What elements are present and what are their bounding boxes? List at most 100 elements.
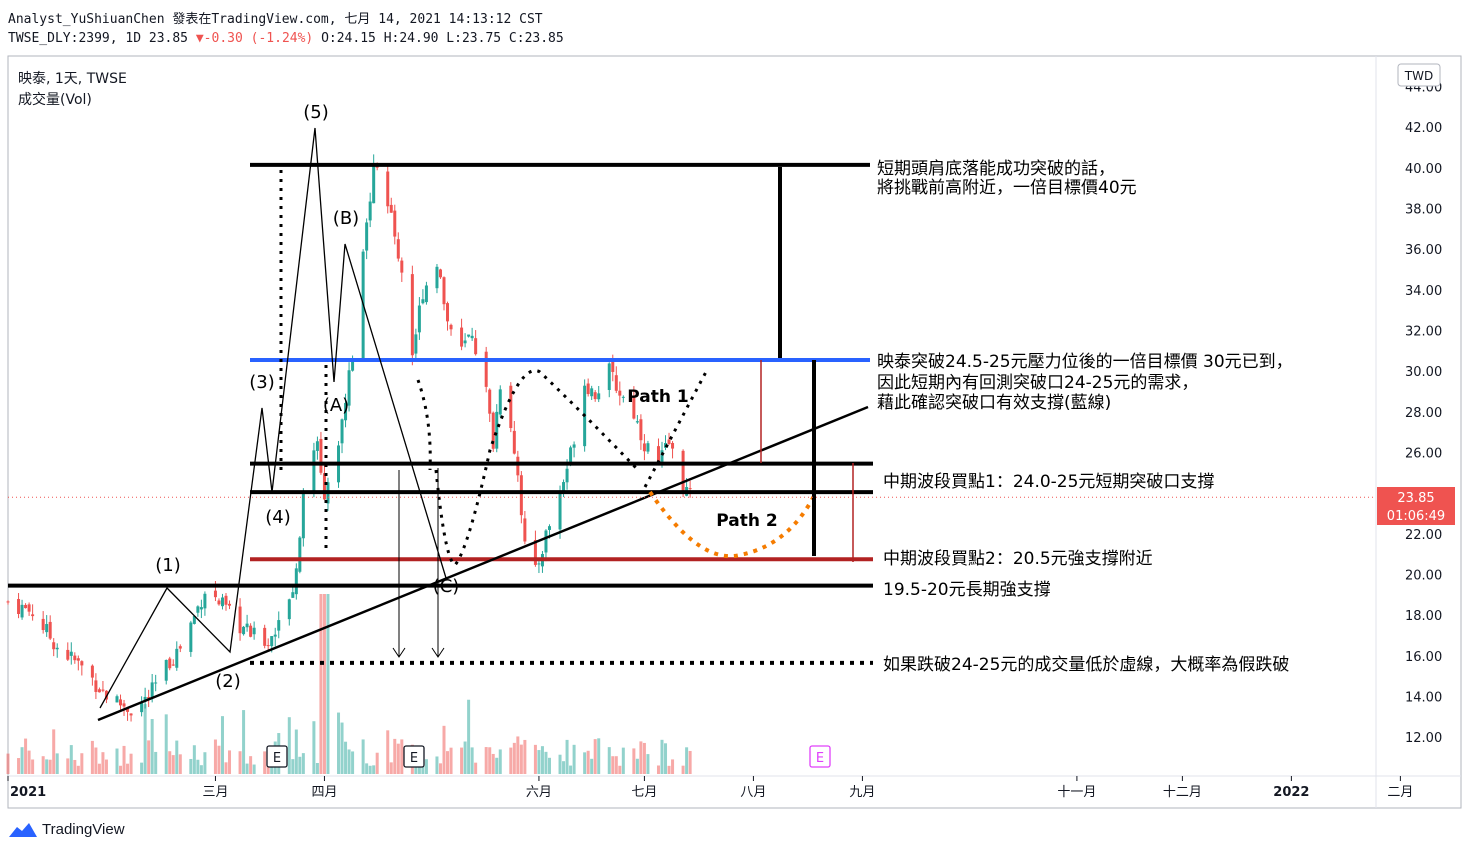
volume-bar xyxy=(424,759,428,774)
volume-bar xyxy=(671,759,675,774)
volume-bar xyxy=(192,745,196,774)
volume-bar xyxy=(69,745,73,774)
candle-body xyxy=(590,388,594,397)
candle-body xyxy=(178,646,182,649)
volume-bar xyxy=(126,763,130,774)
volume-bar xyxy=(140,762,144,774)
volume-bar xyxy=(372,765,376,774)
volume-bar xyxy=(586,750,590,774)
x-tick-label: 三月 xyxy=(202,785,228,800)
candle-body xyxy=(495,411,499,449)
last-price-badge xyxy=(1377,487,1455,525)
candle-body xyxy=(642,443,646,452)
volume-bar xyxy=(400,739,404,774)
volume-bar xyxy=(101,752,105,774)
volume-bar xyxy=(90,740,94,774)
volume-bar xyxy=(484,747,488,774)
candle-body xyxy=(52,642,56,650)
candle-body xyxy=(122,703,126,707)
candle-body xyxy=(565,468,569,483)
candle-body xyxy=(344,402,348,421)
volume-bar xyxy=(203,752,207,774)
candle-body xyxy=(322,473,326,500)
candle-body xyxy=(488,389,492,414)
publish-info: Analyst_YuShiuanChen 發表在TradingView.com,… xyxy=(8,12,543,27)
volume-bar xyxy=(178,754,182,774)
y-tick-label: 28.00 xyxy=(1405,406,1442,421)
volume-bar xyxy=(446,751,450,774)
candle-body xyxy=(126,707,130,712)
volume-bar xyxy=(442,725,446,774)
volume-bar xyxy=(263,751,267,774)
volume-bar xyxy=(491,753,495,774)
volume-bar xyxy=(597,738,601,774)
tradingview-brand[interactable]: TradingView xyxy=(8,820,125,838)
candle-body xyxy=(242,626,246,635)
candle-body xyxy=(143,696,147,702)
annotation-text: 19.5-20元長期強支撐 xyxy=(883,580,1051,600)
volume-bar xyxy=(656,765,660,774)
down-arrow-icon: ▼ xyxy=(195,31,204,46)
candle-body xyxy=(512,430,516,454)
y-tick-label: 38.00 xyxy=(1405,203,1442,218)
candle-body xyxy=(315,441,319,451)
volume-bar xyxy=(368,765,372,774)
wave-label: (1) xyxy=(155,555,181,576)
volume-bar xyxy=(347,749,351,774)
volume-bar xyxy=(583,752,587,774)
volume-bar xyxy=(150,719,154,774)
volume-bar xyxy=(224,762,228,774)
candle-body xyxy=(389,204,393,213)
candle-body xyxy=(586,383,590,395)
candle-body xyxy=(393,210,397,237)
volume-bar xyxy=(537,750,541,774)
volume-bar xyxy=(175,740,179,774)
candle-body xyxy=(41,618,45,631)
candle-body xyxy=(199,607,203,610)
x-tick-label: 二月 xyxy=(1387,785,1413,800)
y-tick-label: 30.00 xyxy=(1405,365,1442,380)
volume-bar xyxy=(386,730,390,774)
y-tick-label: 26.00 xyxy=(1405,447,1442,462)
volume-bar xyxy=(298,756,302,774)
candle-body xyxy=(213,590,217,598)
volume-bar xyxy=(55,753,59,774)
x-tick-label: 2021 xyxy=(10,785,46,800)
candle-body xyxy=(291,592,295,598)
candle-body xyxy=(572,444,576,448)
dotted-curve xyxy=(416,379,432,471)
candle-body xyxy=(171,664,175,666)
annotation-text: 中期波段買點1：24.0-25元短期突破口支撐 xyxy=(883,472,1214,492)
volume-bar xyxy=(516,736,520,774)
candle-body xyxy=(238,606,242,634)
price-change: -0.30 (-1.24%) xyxy=(203,31,314,46)
volume-bar xyxy=(294,729,298,774)
y-tick-label: 36.00 xyxy=(1405,243,1442,258)
volume-bar xyxy=(449,747,453,774)
candle-body xyxy=(27,604,31,612)
volume-bar xyxy=(642,742,646,774)
volume-bar xyxy=(681,765,685,774)
candle-body xyxy=(562,482,566,493)
candle-body xyxy=(386,171,390,207)
volume-bar xyxy=(228,750,232,774)
wave-label: (2) xyxy=(215,671,241,692)
candle-body xyxy=(593,392,597,400)
wave-zigzag xyxy=(99,127,447,709)
legend-title: 映泰, 1天, TWSE xyxy=(18,71,127,87)
volume-bar xyxy=(512,742,516,774)
candle-body xyxy=(287,599,291,620)
candle-body xyxy=(474,338,478,355)
volume-bar xyxy=(6,753,10,774)
path1-dotted xyxy=(643,369,709,488)
candle-body xyxy=(154,682,158,684)
x-tick-label: 六月 xyxy=(526,785,552,800)
candle-body xyxy=(519,475,523,516)
volume-bar xyxy=(396,743,400,774)
earnings-label: E xyxy=(410,751,418,766)
y-tick-label: 22.00 xyxy=(1405,528,1442,543)
candle-body xyxy=(368,201,372,221)
volume-bar xyxy=(315,763,319,774)
candle-body xyxy=(410,274,414,356)
